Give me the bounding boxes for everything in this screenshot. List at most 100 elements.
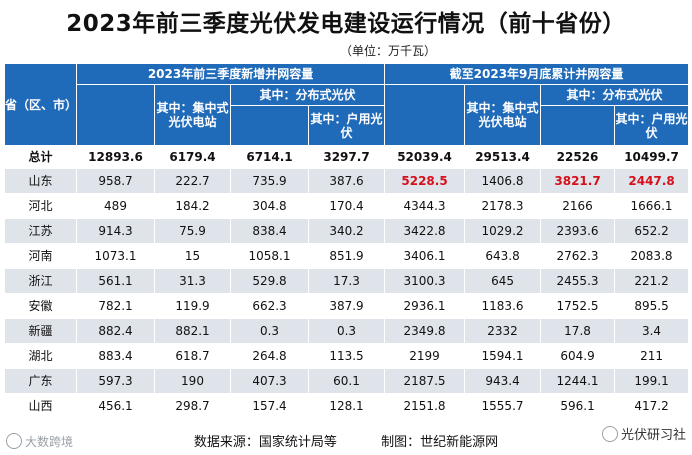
table-cell: 417.2	[614, 393, 690, 419]
header-row-2: 其中：集中式光伏电站 其中：分布式光伏 其中：集中式光伏电站 其中：分布式光伏	[5, 84, 690, 146]
header-cum-central: 其中：集中式光伏电站	[464, 84, 542, 146]
province-name: 湖北	[4, 343, 77, 369]
table-cell: 2166	[540, 193, 616, 219]
watermark-left: 大数跨境	[6, 433, 73, 450]
table-row: 山东 958.7 222.7 735.9 387.6 5228.5 1406.8 3821.7…	[4, 168, 690, 194]
header-new-central: 其中：集中式光伏电站	[154, 84, 231, 146]
highlight-cell: 2447.8	[614, 168, 690, 194]
table-cell: 561.1	[76, 268, 155, 294]
table-cell: 2762.3	[540, 243, 616, 269]
header-province: 省（区、市）	[4, 63, 77, 146]
table-cell: 895.5	[614, 293, 690, 319]
capacity-table: 省（区、市） 2023年前三季度新增并网容量 截至2023年9月底累计并网容量 …	[4, 63, 690, 419]
table-cell: 3297.7	[307, 145, 386, 169]
table-cell: 170.4	[307, 193, 386, 219]
table-cell: 618.7	[154, 343, 231, 369]
highlight-cell: 5228.5	[384, 168, 466, 194]
province-name: 新疆	[4, 318, 77, 344]
header-new-dist-blank	[230, 105, 309, 146]
table-cell: 304.8	[230, 193, 309, 219]
table-cell: 157.4	[230, 393, 309, 419]
table-cell: 596.1	[540, 393, 616, 419]
table-cell: 407.3	[230, 368, 309, 394]
table-cell: 15	[154, 243, 231, 269]
table-cell: 1244.1	[540, 368, 616, 394]
table-cell: 1058.1	[230, 243, 309, 269]
table-cell: 128.1	[307, 393, 386, 419]
table-cell: 199.1	[614, 368, 690, 394]
table-row: 湖北 883.4 618.7 264.8 113.5 2199 1594.1 604.9 211	[4, 343, 690, 369]
watermark-logo-icon	[6, 433, 22, 449]
table-row: 河南 1073.1 15 1058.1 851.9 3406.1 643.8 2762.3 20…	[4, 243, 690, 269]
table-cell: 489	[76, 193, 155, 219]
table-cell: 29513.4	[464, 145, 542, 169]
table-cell: 838.4	[230, 218, 309, 244]
table-row-total: 总计 12893.6 6179.4 6714.1 3297.7 52039.4 29513.…	[4, 145, 690, 169]
table-cell: 1183.6	[464, 293, 542, 319]
header-new-blank	[76, 84, 155, 146]
table-row: 山西 456.1 298.7 157.4 128.1 2151.8 1555.7 596.1 4…	[4, 393, 690, 419]
table-cell: 652.2	[614, 218, 690, 244]
table-cell: 882.1	[154, 318, 231, 344]
wechat-icon	[601, 426, 618, 442]
table-cell: 2936.1	[384, 293, 466, 319]
table-cell: 943.4	[464, 368, 542, 394]
header-cum-dist-blank	[540, 105, 616, 146]
table-cell: 1752.5	[540, 293, 616, 319]
header-cum-distributed: 其中：分布式光伏	[540, 84, 690, 106]
table-cell: 2187.5	[384, 368, 466, 394]
table-cell: 10499.7	[614, 145, 690, 169]
unit-label: （单位：万千瓦）	[339, 44, 436, 58]
table-cell: 60.1	[307, 368, 386, 394]
table-cell: 1029.2	[464, 218, 542, 244]
province-name: 河北	[4, 193, 77, 219]
table-cell: 75.9	[154, 218, 231, 244]
total-label: 总计	[4, 145, 77, 169]
header-row-1: 省（区、市） 2023年前三季度新增并网容量 截至2023年9月底累计并网容量	[4, 63, 690, 146]
table-body: 总计 12893.6 6179.4 6714.1 3297.7 52039.4 29513.…	[4, 145, 690, 419]
header-new-household: 其中：户用光伏	[307, 105, 386, 146]
table-cell: 222.7	[154, 168, 231, 194]
table-cell: 1594.1	[464, 343, 542, 369]
table-cell: 190	[154, 368, 231, 394]
province-name: 广东	[4, 368, 77, 394]
table-cell: 851.9	[307, 243, 386, 269]
table-cell: 1073.1	[76, 243, 155, 269]
table-row: 河北 489 184.2 304.8 170.4 4344.3 2178.3 2166 1666…	[4, 193, 690, 219]
table-cell: 31.3	[154, 268, 231, 294]
table-cell: 2393.6	[540, 218, 616, 244]
table-cell: 3.4	[614, 318, 690, 344]
table-cell: 604.9	[540, 343, 616, 369]
table-cell: 211	[614, 343, 690, 369]
highlight-cell: 3821.7	[540, 168, 616, 194]
table-cell: 2151.8	[384, 393, 466, 419]
table-cell: 597.3	[76, 368, 155, 394]
table-cell: 3100.3	[384, 268, 466, 294]
province-name: 浙江	[4, 268, 77, 294]
footer: 数据来源：国家统计局等 制图：世纪新能源网	[0, 431, 692, 450]
province-name: 安徽	[4, 293, 77, 319]
province-name: 江苏	[4, 218, 77, 244]
table-cell: 958.7	[76, 168, 155, 194]
table-cell: 882.4	[76, 318, 155, 344]
table-row: 浙江 561.1 31.3 529.8 17.3 3100.3 645 2455.3 221.2	[4, 268, 690, 294]
table-cell: 643.8	[464, 243, 542, 269]
table-cell: 645	[464, 268, 542, 294]
footer-maker: 制图：世纪新能源网	[381, 435, 499, 450]
header-new-distributed: 其中：分布式光伏	[229, 84, 386, 106]
table-cell: 387.9	[307, 293, 386, 319]
page-title: 2023年前三季度光伏发电建设运行情况（前十省份）	[66, 11, 626, 37]
table-cell: 6179.4	[154, 145, 231, 169]
table-cell: 221.2	[614, 268, 690, 294]
table-cell: 456.1	[76, 393, 155, 419]
header-cum-blank	[384, 84, 466, 146]
table-cell: 3422.8	[384, 218, 466, 244]
province-name: 山东	[4, 168, 77, 194]
table-cell: 0.3	[307, 318, 386, 344]
table-cell: 119.9	[154, 293, 231, 319]
header-group-new: 2023年前三季度新增并网容量	[75, 63, 386, 85]
table-cell: 2455.3	[540, 268, 616, 294]
watermark-right: 光伏研习社	[601, 424, 686, 443]
table-cell: 883.4	[76, 343, 155, 369]
table-cell: 2083.8	[614, 243, 690, 269]
